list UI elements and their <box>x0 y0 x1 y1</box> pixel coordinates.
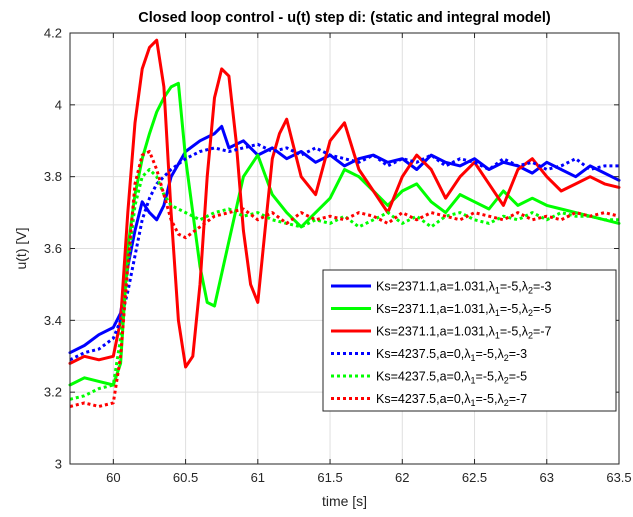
legend-text-part: 2 <box>504 398 509 408</box>
legend-text-part: =-5, <box>500 280 522 294</box>
x-tick-label: 62 <box>395 470 409 485</box>
x-tick-label: 60 <box>106 470 120 485</box>
legend-text-part: 2 <box>504 376 509 386</box>
x-tick-label: 61 <box>251 470 265 485</box>
legend-label-1: Ks=2371.1,a=1.031,λ1=-5,λ2=-3 <box>376 280 551 296</box>
legend-text-part: 2 <box>504 353 509 363</box>
legend-text-part: λ <box>489 302 496 316</box>
x-tick-label: 61.5 <box>317 470 342 485</box>
legend-text-part: =-7 <box>509 392 527 406</box>
legend-text-part: =-7 <box>533 325 551 339</box>
legend: Ks=2371.1,a=1.031,λ1=-5,λ2=-3Ks=2371.1,a… <box>322 269 617 412</box>
legend-label-5: Ks=4237.5,a=0,λ1=-5,λ2=-5 <box>376 370 527 386</box>
legend-label-3: Ks=2371.1,a=1.031,λ1=-5,λ2=-7 <box>376 325 551 341</box>
legend-text-part: 1 <box>495 308 500 318</box>
series-line-3 <box>68 38 621 369</box>
legend-box <box>322 269 617 412</box>
x-tick-label: 60.5 <box>173 470 198 485</box>
y-tick-label: 3 <box>55 457 62 472</box>
legend-text-part: λ <box>464 370 471 384</box>
series-line-1 <box>68 124 621 355</box>
x-tick-label: 62.5 <box>462 470 487 485</box>
legend-text-part: λ <box>497 347 504 361</box>
legend-text-part: =-5 <box>509 370 527 384</box>
legend-text-part: =-5, <box>476 392 498 406</box>
legend-text-part: 1 <box>495 286 500 296</box>
legend-text-part: λ <box>522 280 529 294</box>
legend-text-part: =-5, <box>476 347 498 361</box>
legend-text-part: Ks=2371.1,a=1.031, <box>376 280 489 294</box>
legend-text-part: λ <box>522 325 529 339</box>
legend-text-part: 2 <box>528 286 533 296</box>
x-tick-label: 63 <box>540 470 554 485</box>
legend-text-part: =-5 <box>533 302 551 316</box>
legend-text-part: 1 <box>471 398 476 408</box>
legend-text-part: Ks=2371.1,a=1.031, <box>376 325 489 339</box>
legend-label-6: Ks=4237.5,a=0,λ1=-5,λ2=-7 <box>376 392 527 408</box>
legend-text-part: =-5, <box>476 370 498 384</box>
y-tick-label: 3.2 <box>44 385 62 400</box>
series-line-6 <box>69 150 620 408</box>
legend-text-part: λ <box>489 280 496 294</box>
legend-text-part: Ks=4237.5,a=0, <box>376 392 464 406</box>
axis-ticks: 60 60.5 61 61.5 62 62.5 63 63.5 3 3.2 3.4 3.6 3.8 4 4.… <box>44 26 632 486</box>
y-tick-label: 4.2 <box>44 26 62 41</box>
legend-text-part: 1 <box>471 376 476 386</box>
legend-text-part: 2 <box>528 331 533 341</box>
legend-text-part: =-5, <box>500 302 522 316</box>
legend-label-4: Ks=4237.5,a=0,λ1=-5,λ2=-3 <box>376 347 527 363</box>
legend-text-part: =-3 <box>533 280 551 294</box>
legend-text-part: Ks=4237.5,a=0, <box>376 370 464 384</box>
series-layer <box>68 38 621 408</box>
x-axis-label: time [s] <box>322 493 367 509</box>
legend-text-part: 1 <box>471 353 476 363</box>
x-tick-label: 63.5 <box>606 470 631 485</box>
legend-text-part: λ <box>464 392 471 406</box>
legend-text-part: λ <box>489 325 496 339</box>
legend-text-part: λ <box>497 392 504 406</box>
y-tick-label: 3.8 <box>44 169 62 184</box>
legend-text-part: Ks=2371.1,a=1.031, <box>376 302 489 316</box>
legend-text-part: λ <box>522 302 529 316</box>
y-tick-label: 3.6 <box>44 241 62 256</box>
legend-text-part: =-3 <box>509 347 527 361</box>
legend-text-part: λ <box>497 370 504 384</box>
legend-text-part: Ks=4237.5,a=0, <box>376 347 464 361</box>
legend-text-part: =-5, <box>500 325 522 339</box>
y-tick-label: 4 <box>55 97 62 112</box>
legend-text-part: 1 <box>495 331 500 341</box>
y-tick-label: 3.4 <box>44 313 62 328</box>
legend-label-2: Ks=2371.1,a=1.031,λ1=-5,λ2=-5 <box>376 302 551 318</box>
legend-text-part: 2 <box>528 308 533 318</box>
legend-text-part: λ <box>464 347 471 361</box>
chart-title: Closed loop control - u(t) step di: (sta… <box>138 10 551 26</box>
y-axis-label: u(t) [V] <box>13 227 29 269</box>
